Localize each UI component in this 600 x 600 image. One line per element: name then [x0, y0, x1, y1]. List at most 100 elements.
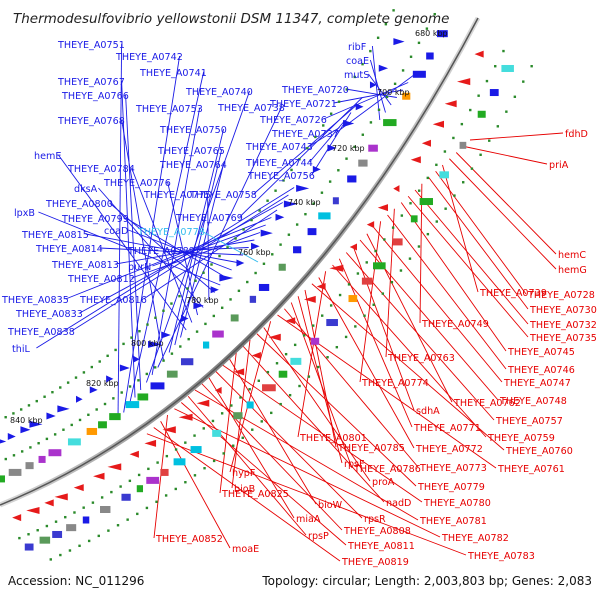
gene-label: THEYE_A0768: [57, 116, 125, 127]
gene-label: THEYE_A0775: [143, 190, 211, 201]
tick-dot: [460, 122, 464, 126]
tick-dot: [45, 524, 49, 528]
gc-skew-block: [212, 330, 224, 338]
tick-dot: [20, 450, 24, 453]
tick-dot: [522, 80, 525, 83]
callout-line: [85, 233, 238, 263]
forward-gene-arrow: [355, 103, 364, 111]
tick-dot: [417, 189, 421, 192]
gene-label: THEYE_A0763: [387, 353, 455, 364]
gc-skew-block: [203, 341, 210, 349]
gene-label: coaE: [346, 56, 369, 67]
tick-dot: [138, 329, 141, 333]
forward-gene-arrow: [148, 340, 162, 348]
gene-label: nadD: [386, 498, 411, 509]
callout-line: [131, 232, 261, 279]
tick-dot: [248, 388, 251, 391]
tick-dot: [298, 157, 301, 161]
tick-dot: [51, 390, 54, 394]
callout-line: [414, 189, 529, 325]
tick-dot: [391, 226, 395, 229]
tick-dot: [435, 220, 438, 223]
gene-label: THEYE_A0800: [45, 199, 113, 210]
forward-gene-arrow: [161, 331, 171, 339]
gene-label: hypF: [232, 468, 255, 479]
tick-dot: [353, 75, 356, 79]
tick-dot: [153, 366, 157, 369]
gc-skew-block: [332, 197, 339, 205]
gene-label: THEYE_A0833: [15, 309, 83, 320]
gene-label: THEYE_A0813: [51, 260, 119, 271]
gc-skew-block: [310, 337, 320, 345]
tick-dot: [260, 420, 263, 423]
tick-dot: [128, 479, 132, 483]
tick-dot: [335, 345, 339, 349]
forward-gene-arrow: [275, 213, 285, 221]
callout-line: [121, 119, 164, 361]
reverse-gene-arrow: [377, 204, 389, 212]
callout-line: [373, 227, 503, 383]
tick-dot: [130, 336, 133, 339]
gene-label: THEYE_A0721: [269, 99, 337, 110]
tick-dot: [49, 558, 52, 561]
callout-line: [180, 402, 347, 546]
callout-line: [109, 202, 215, 293]
tick-dot: [262, 262, 266, 265]
tick-dot: [218, 254, 221, 258]
tick-dot: [287, 233, 291, 236]
tick-dot: [54, 520, 58, 523]
gene-label: THEYE_A0748: [499, 396, 567, 407]
kbp-tick-label: 720 kbp: [332, 144, 365, 153]
tick-dot: [232, 444, 235, 447]
forward-gene-arrow: [369, 81, 377, 89]
tick-dot: [220, 412, 224, 415]
tick-dot: [90, 365, 94, 369]
tick-dot: [179, 345, 182, 348]
gene-label: hemG: [558, 265, 587, 276]
callout-line: [153, 427, 341, 562]
tick-dot: [12, 454, 16, 457]
tick-dot: [119, 485, 122, 488]
tick-dot: [390, 280, 394, 284]
gc-skew-block: [293, 246, 302, 254]
tick-dot: [74, 376, 78, 379]
kbp-tick-label: 840 kbp: [10, 416, 43, 425]
gc-skew-block: [8, 468, 22, 476]
tick-dot: [392, 9, 395, 12]
callout-line: [219, 352, 237, 494]
gene-label: THEYE_A0761: [497, 464, 565, 475]
gc-skew-block: [348, 295, 358, 303]
tick-dot: [82, 371, 86, 374]
tick-dot: [202, 271, 205, 274]
tick-dot: [425, 27, 429, 30]
callout-line: [65, 217, 272, 300]
gc-skew-block: [307, 228, 317, 236]
tick-dot: [258, 209, 261, 212]
accession-text: Accession: NC_011296: [8, 574, 144, 588]
gene-label: ribF: [348, 42, 366, 53]
tick-dot: [156, 461, 159, 464]
gc-skew-block: [373, 262, 386, 270]
gene-label: THEYE_A0735: [529, 333, 597, 344]
gc-skew-block: [436, 30, 448, 38]
tick-dot: [298, 384, 301, 388]
tick-dot: [73, 511, 76, 514]
kbp-tick-label: 820 kbp: [86, 379, 119, 388]
tick-dot: [239, 396, 242, 399]
tick-dot: [443, 150, 447, 153]
tick-dot: [401, 69, 405, 72]
reverse-gene-arrow: [329, 264, 344, 272]
tick-dot: [145, 372, 149, 376]
tick-dot: [98, 360, 101, 363]
gene-label: THEYE_A0812: [67, 274, 135, 285]
tick-dots: [4, 9, 533, 561]
gene-label: THEYE_A0744: [245, 158, 313, 169]
forward-gene-arrow: [210, 286, 219, 294]
callout-line: [167, 181, 198, 316]
tick-dot: [203, 467, 206, 470]
tick-dot: [35, 399, 38, 403]
tick-dot: [66, 381, 70, 384]
gc-skew-block: [383, 119, 397, 127]
tick-dot: [409, 202, 412, 205]
tick-dot: [70, 423, 73, 427]
